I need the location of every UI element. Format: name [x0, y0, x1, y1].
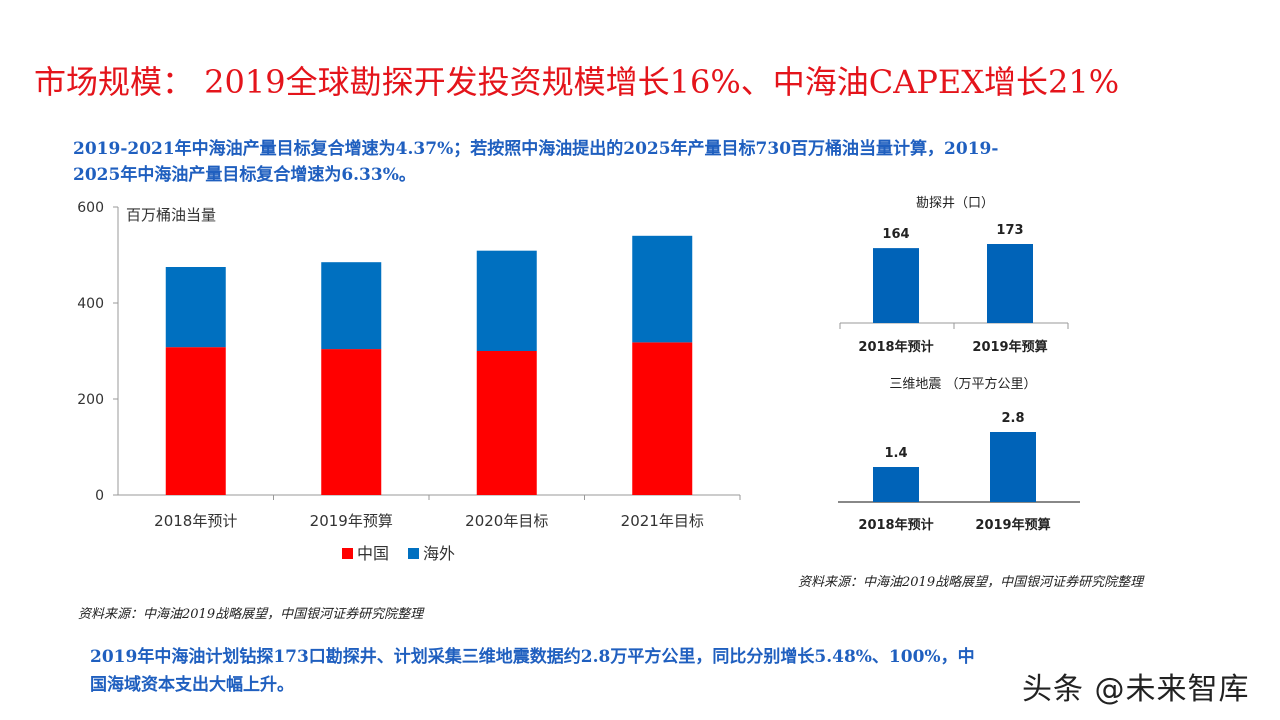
seismic-chart-data-label: 2.8 — [1001, 411, 1024, 426]
wells-chart-data-label: 173 — [996, 223, 1023, 238]
seismic-chart-title: 三维地震 （万平方公里） — [889, 376, 1036, 392]
wells-chart-x-label: 2018年预计 — [858, 339, 933, 355]
y-tick-label: 400 — [77, 296, 104, 312]
bar-china — [165, 347, 226, 495]
slide-title: 市场规模： 2019全球勘探开发投资规模增长16%、中海油CAPEX增长21% — [34, 63, 1120, 101]
legend-swatch — [408, 548, 419, 559]
bar-china — [321, 349, 382, 495]
legend-swatch — [342, 548, 353, 559]
y-tick-label: 200 — [77, 392, 104, 408]
chart-unit-title: 百万桶油当量 — [126, 206, 216, 224]
wells-chart-bar — [873, 248, 919, 323]
seismic-chart-x-label: 2018年预计 — [858, 517, 933, 533]
source-note-main: 资料来源：中海油2019战略展望，中国银河证券研究院整理 — [78, 607, 424, 622]
bar-overseas — [632, 235, 693, 343]
bar-overseas — [476, 250, 537, 351]
bar-china — [476, 351, 537, 495]
seismic-chart-bar — [873, 467, 919, 502]
legend-label: 中国 — [357, 544, 389, 563]
wells-chart-bar — [987, 244, 1033, 323]
conclusion-text: 2019年中海油计划钻探173口勘探井、计划采集三维地震数据约2.8万平方公里，… — [90, 647, 975, 695]
wells-chart-title: 勘探井（口） — [916, 196, 994, 211]
intro-text: 2019-2021年中海油产量目标复合增速为4.37%；若按照中海油提出的202… — [73, 139, 999, 185]
x-tick-label: 2019年预算 — [310, 512, 393, 530]
seismic-chart-data-label: 1.4 — [884, 446, 907, 461]
x-tick-label: 2021年目标 — [621, 512, 704, 530]
bar-overseas — [321, 262, 382, 350]
bar-china — [632, 342, 693, 495]
y-tick-label: 0 — [95, 488, 104, 504]
x-tick-label: 2020年目标 — [465, 512, 548, 530]
legend-label: 海外 — [423, 544, 455, 563]
y-tick-label: 600 — [77, 200, 104, 216]
source-note-right: 资料来源：中海油2019战略展望，中国银河证券研究院整理 — [798, 575, 1144, 590]
wells-chart-data-label: 164 — [882, 227, 909, 242]
seismic-chart-x-label: 2019年预算 — [975, 517, 1050, 533]
watermark: 头条 @未来智库 — [1022, 672, 1250, 707]
x-tick-label: 2018年预计 — [154, 512, 237, 530]
wells-chart-x-label: 2019年预算 — [972, 339, 1047, 355]
bar-overseas — [165, 267, 226, 348]
seismic-chart-bar — [990, 432, 1036, 502]
